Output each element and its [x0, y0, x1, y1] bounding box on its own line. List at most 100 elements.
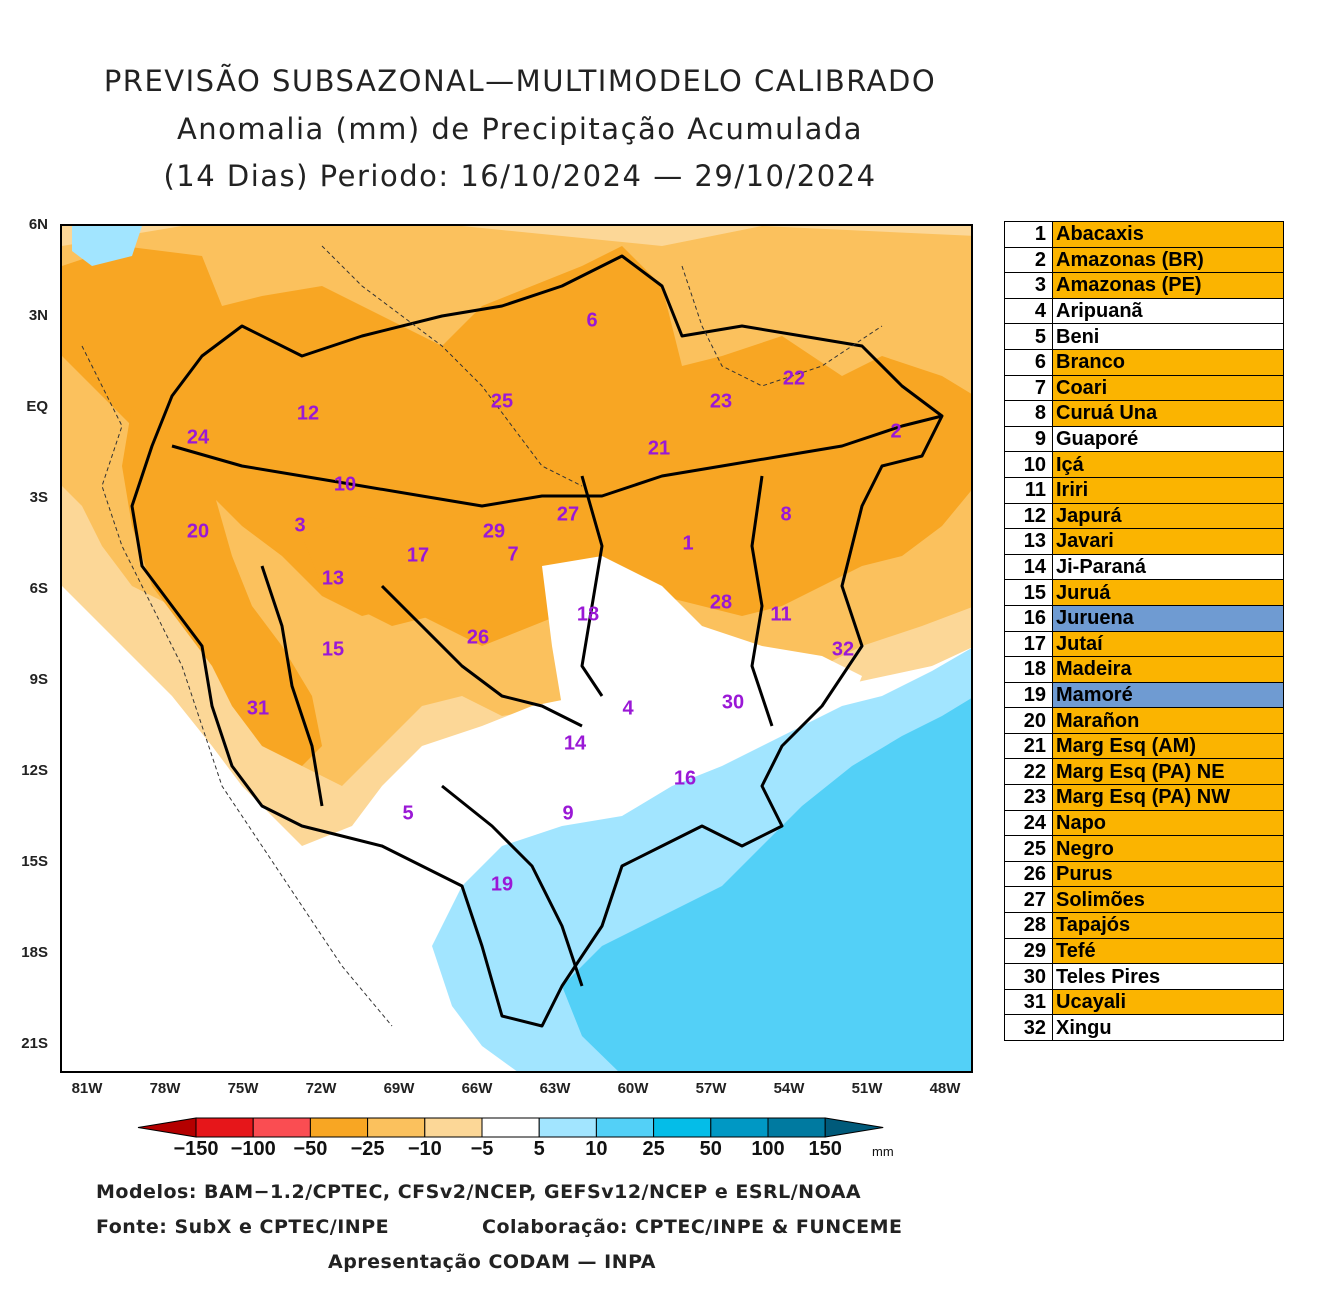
- legend-basin-number: 17: [1004, 630, 1053, 658]
- footer-source: Fonte: SubX e CPTEC/INPE: [96, 1216, 390, 1238]
- colorbar-left-arrow: [137, 1117, 197, 1138]
- lat-label-9s: 9S: [29, 671, 48, 688]
- legend-row: 17 Jutaí: [1004, 630, 1284, 658]
- legend-basin-name: Marg Esq (AM): [1052, 732, 1284, 760]
- legend-row: 13 Javari: [1004, 528, 1284, 555]
- legend-row: 2 Amazonas (BR): [1004, 246, 1284, 274]
- lon-label-66w: 66W: [461, 1080, 493, 1097]
- legend-row: 32 Xingu: [1004, 1014, 1284, 1041]
- legend-row: 26 Purus: [1004, 860, 1284, 888]
- inner-basin-divide-center: [380, 584, 583, 728]
- legend-basin-name: Ji-Paraná: [1052, 553, 1284, 581]
- legend-basin-number: 7: [1004, 374, 1053, 402]
- inner-basin-divide-east: [580, 475, 604, 697]
- legend-row: 5 Beni: [1004, 323, 1284, 350]
- basin-label-26: 26: [466, 626, 490, 649]
- legend-row: 10 Içá: [1004, 451, 1284, 478]
- legend-basin-number: 30: [1004, 963, 1053, 990]
- lat-label-3s: 3S: [29, 489, 48, 506]
- legend-row: 12 Japurá: [1004, 502, 1284, 530]
- anomaly-strong-dry-west: [122, 406, 322, 766]
- lon-label-78w: 78W: [149, 1080, 181, 1097]
- basin-label-5: 5: [402, 802, 414, 825]
- legend-basin-number: 22: [1004, 758, 1053, 786]
- legend-basin-number: 19: [1004, 681, 1053, 709]
- colorbar-tick-label: −10: [407, 1138, 442, 1160]
- basin-label-30: 30: [721, 691, 745, 714]
- anomaly-light-wet-northwest: [72, 226, 142, 266]
- lon-label-57w: 57W: [695, 1080, 727, 1097]
- lat-label-6s: 6S: [29, 580, 48, 597]
- lon-label-60w: 60W: [617, 1080, 649, 1097]
- legend-basin-number: 9: [1004, 425, 1053, 453]
- lon-label-51w: 51W: [851, 1080, 883, 1097]
- lon-label-69w: 69W: [383, 1080, 415, 1097]
- legend-basin-number: 24: [1004, 809, 1053, 837]
- legend-basin-name: Negro: [1052, 835, 1284, 862]
- legend-basin-name: Jutaí: [1052, 630, 1284, 658]
- legend-basin-name: Napo: [1052, 809, 1284, 837]
- legend-basin-name: Javari: [1052, 528, 1284, 555]
- legend-row: 30 Teles Pires: [1004, 963, 1284, 990]
- basin-label-7: 7: [507, 543, 519, 566]
- legend-basin-name: Xingu: [1052, 1014, 1284, 1041]
- basin-label-27: 27: [556, 503, 580, 526]
- basin-label-8: 8: [780, 503, 792, 526]
- legend-row: 16 Juruena: [1004, 604, 1284, 632]
- legend-basin-number: 4: [1004, 297, 1053, 325]
- legend-basin-name: Aripuanã: [1052, 297, 1284, 325]
- legend-row: 19 Mamoré: [1004, 681, 1284, 709]
- colorbar-tick-label: −25: [350, 1138, 385, 1160]
- colorbar-segment: [595, 1117, 655, 1138]
- legend-basin-name: Ucayali: [1052, 988, 1284, 1016]
- colorbar-segment: [710, 1117, 769, 1138]
- basin-label-23: 23: [709, 390, 733, 413]
- legend-row: 6 Branco: [1004, 348, 1284, 376]
- lat-label-12s: 12S: [21, 762, 48, 779]
- legend-basin-name: Tapajós: [1052, 912, 1284, 939]
- legend-basin-number: 23: [1004, 784, 1053, 811]
- country-borders: [81, 245, 883, 1027]
- legend-row: 14 Ji-Paraná: [1004, 553, 1284, 581]
- legend-row: 7 Coari: [1004, 374, 1284, 402]
- legend-row: 24 Napo: [1004, 809, 1284, 837]
- colorbar-segment: [767, 1117, 826, 1138]
- colorbar-segment: [195, 1117, 254, 1138]
- legend-row: 28 Tapajós: [1004, 912, 1284, 939]
- legend-basin-name: Juruena: [1052, 604, 1284, 632]
- legend-basin-name: Içá: [1052, 451, 1284, 478]
- legend-basin-number: 32: [1004, 1014, 1053, 1041]
- title-line-3: (14 Dias) Periodo: 16/10/2024 — 29/10/20…: [163, 159, 877, 193]
- legend-basin-number: 10: [1004, 451, 1053, 478]
- basin-label-29: 29: [482, 520, 506, 543]
- colorbar-right-arrow: [824, 1117, 884, 1138]
- legend-basin-name: Curuá Una: [1052, 400, 1284, 427]
- legend-row: 25 Negro: [1004, 835, 1284, 862]
- basin-label-19: 19: [490, 873, 514, 896]
- legend-row: 15 Juruá: [1004, 579, 1284, 606]
- legend-basin-name: Mamoré: [1052, 681, 1284, 709]
- basin-label-2: 2: [890, 420, 902, 443]
- basin-label-21: 21: [647, 437, 671, 460]
- legend-basin-number: 8: [1004, 400, 1053, 427]
- legend-basin-name: Teles Pires: [1052, 963, 1284, 990]
- lon-label-54w: 54W: [773, 1080, 805, 1097]
- colorbar-segment: [252, 1117, 311, 1138]
- basin-label-9: 9: [562, 802, 574, 825]
- lat-label-6n: 6N: [28, 216, 48, 233]
- anomaly-moderate-wet-area: [562, 698, 971, 1071]
- legend-basin-number: 6: [1004, 348, 1053, 376]
- legend-basin-number: 31: [1004, 988, 1053, 1016]
- basin-label-12: 12: [296, 402, 320, 425]
- legend-basin-name: Madeira: [1052, 656, 1284, 683]
- colorbar-tick-label: −50: [293, 1138, 328, 1160]
- legend-basin-name: Juruá: [1052, 579, 1284, 606]
- basin-label-10: 10: [333, 473, 357, 496]
- colorbar-tick-label: 100: [751, 1138, 785, 1160]
- anomaly-strong-dry-center: [302, 506, 582, 626]
- anomaly-strong-dry-north: [62, 246, 971, 646]
- basin-label-18: 18: [576, 603, 600, 626]
- legend-basin-number: 5: [1004, 323, 1053, 350]
- legend-basin-name: Guaporé: [1052, 425, 1284, 453]
- basin-label-24: 24: [186, 426, 210, 449]
